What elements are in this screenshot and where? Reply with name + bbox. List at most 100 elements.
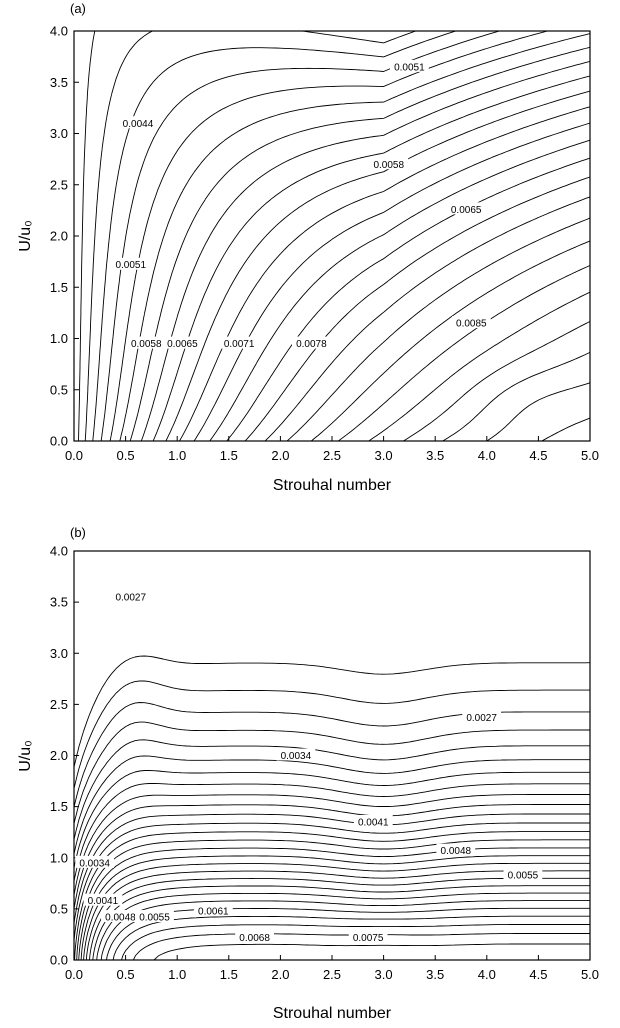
- contour-label: 0.0085: [456, 319, 487, 330]
- contour-label-bg: [348, 930, 388, 943]
- y-ticks-b: 0.0 0.5 1.0 1.5 2.0 2.5 3.0 3.5 4.0: [50, 544, 79, 968]
- x-tick-label: 1.5: [220, 448, 238, 463]
- contour-label: 0.0041: [358, 817, 389, 828]
- contour-label-bg: [111, 257, 151, 270]
- contour-label-bg: [118, 116, 158, 129]
- x-ticks-b: 0.0 0.5 1.0 1.5 2.0 2.5 3.0 3.5 4.0 4.5 5.0: [65, 955, 599, 982]
- contour-line: [486, 382, 591, 442]
- contour-line: [100, 900, 590, 961]
- contour-line: [209, 139, 591, 442]
- contour-label: 0.0044: [123, 119, 154, 130]
- contour-line: [112, 915, 590, 961]
- contour-label: 0.0034: [79, 858, 110, 869]
- y-tick-label: 2.0: [50, 229, 68, 244]
- contour-line: [403, 321, 591, 442]
- contour-label-bg: [111, 590, 151, 603]
- contour-label-bg: [390, 59, 429, 72]
- x-ticks-a: 0.0 0.5 1.0 1.5 2.0 2.5 3.0 3.5 4.0 4.5 5.0: [65, 436, 599, 463]
- contour-line: [140, 60, 591, 442]
- x-tick-label: 1.5: [220, 967, 238, 982]
- y-ticks-a: 0.0 0.5 1.0 1.5 2.0 2.5 3.0 3.5 4.0: [50, 24, 79, 449]
- contour-label-bg: [276, 748, 316, 761]
- contour-line: [73, 655, 591, 768]
- y-tick-label: 1.5: [50, 280, 68, 295]
- contour-line: [264, 196, 591, 442]
- contour-label-bg: [75, 855, 115, 868]
- y-tick-label: 3.5: [50, 75, 68, 90]
- x-axis-label-a: Strouhal number: [273, 477, 392, 494]
- contour-label-bg: [291, 336, 331, 349]
- contour-label: 0.0051: [394, 62, 425, 73]
- contour-label: 0.0065: [451, 205, 482, 216]
- contour-line: [193, 122, 591, 442]
- y-tick-label: 2.5: [50, 177, 68, 192]
- contour-label-bg: [219, 336, 259, 349]
- x-tick-label: 0.0: [65, 448, 83, 463]
- panel-a: (a) 0.0 0.5 1.0 1.5 2.0 2.5 3.0 3.5 4.0 4.5 5.0 0.…: [17, 1, 599, 494]
- x-tick-label: 5.0: [581, 967, 599, 982]
- contour-label-bg: [451, 316, 491, 329]
- panel-label-b: (b): [70, 525, 86, 540]
- contour-label-bg: [353, 814, 393, 827]
- x-tick-label: 1.0: [168, 448, 186, 463]
- x-tick-label: 2.0: [271, 448, 289, 463]
- contour-line: [121, 924, 590, 961]
- y-tick-label: 1.0: [50, 331, 68, 346]
- panel-label-a: (a): [70, 1, 86, 16]
- contour-labels-a: 0.0044 0.0051 0.0058 0.0065 0.0051 0.0058 0.00…: [111, 59, 491, 350]
- y-tick-label: 3.0: [50, 646, 68, 661]
- contour-label: 0.0075: [353, 933, 384, 944]
- x-tick-label: 3.0: [375, 448, 393, 463]
- x-tick-label: 3.5: [426, 967, 444, 982]
- contour-line: [286, 217, 591, 442]
- x-tick-label: 2.0: [271, 967, 289, 982]
- x-tick-label: 3.5: [426, 448, 444, 463]
- contour-label: 0.0058: [131, 339, 162, 350]
- contour-label-bg: [83, 893, 123, 906]
- contour-label: 0.0071: [224, 339, 255, 350]
- contour-label-bg: [126, 336, 166, 349]
- contour-label: 0.0065: [167, 339, 198, 350]
- contour-label-bg: [462, 710, 502, 723]
- contour-label-bg: [162, 336, 202, 349]
- contour-labels-b: 0.00270.00270.00340.00410.00480.00550.00…: [75, 590, 543, 944]
- contour-label-bg: [193, 903, 233, 916]
- contour-line: [84, 30, 416, 442]
- contour-line: [119, 33, 591, 442]
- contour-line: [153, 943, 590, 961]
- y-axis-label-a: U/u₀: [17, 220, 34, 252]
- x-tick-label: 0.5: [117, 967, 135, 982]
- contour-line: [76, 839, 590, 961]
- x-tick-label: 1.0: [168, 967, 186, 982]
- contour-label-bg: [135, 910, 174, 923]
- contour-line: [129, 46, 591, 442]
- contour-line: [152, 75, 591, 442]
- contour-label: 0.0034: [281, 751, 312, 762]
- y-tick-label: 4.0: [50, 544, 68, 559]
- x-tick-label: 4.5: [529, 967, 547, 982]
- contour-line: [244, 176, 591, 442]
- contour-label: 0.0048: [441, 846, 472, 857]
- x-tick-label: 3.0: [375, 967, 393, 982]
- y-tick-label: 3.0: [50, 126, 68, 141]
- y-tick-label: 0.5: [50, 382, 68, 397]
- contour-label: 0.0051: [115, 260, 146, 271]
- contour-label-bg: [235, 930, 274, 943]
- contour-line: [73, 721, 590, 824]
- contour-label-bg: [369, 157, 409, 170]
- contour-line: [109, 30, 548, 442]
- y-tick-label: 2.0: [50, 748, 68, 763]
- x-tick-label: 4.5: [529, 448, 547, 463]
- x-tick-label: 0.5: [117, 448, 135, 463]
- contour-lines-b: [73, 655, 591, 961]
- contour-line: [80, 855, 590, 961]
- contour-line: [338, 265, 591, 442]
- contour-line: [83, 862, 590, 961]
- x-tick-label: 4.0: [478, 967, 496, 982]
- contour-label: 0.0068: [239, 933, 270, 944]
- contour-label: 0.0055: [508, 871, 539, 882]
- y-tick-label: 1.0: [50, 850, 68, 865]
- contour-label: 0.0027: [466, 713, 497, 724]
- y-tick-label: 1.5: [50, 799, 68, 814]
